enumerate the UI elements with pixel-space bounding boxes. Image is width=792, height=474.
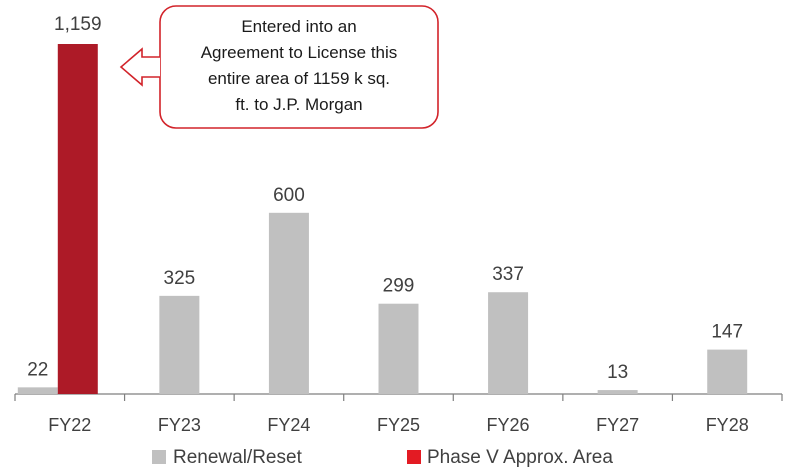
bar-phase-v-fy22 bbox=[57, 44, 98, 394]
legend-label-renewal: Renewal/Reset bbox=[173, 447, 303, 468]
bars-layer bbox=[17, 44, 748, 394]
bar-renewal-fy22 bbox=[17, 387, 58, 394]
callout-line: Entered into an bbox=[241, 17, 357, 36]
legend-swatch-renewal bbox=[152, 450, 166, 464]
bar-renewal-fy27 bbox=[597, 390, 638, 394]
value-label-fy26: 337 bbox=[492, 264, 524, 285]
category-label-fy24: FY24 bbox=[267, 415, 310, 435]
legend-swatch-phase-v bbox=[407, 450, 421, 464]
value-labels-layer: 22 1,159 325 600 299 337 13 147 bbox=[27, 14, 743, 383]
value-label-phase-v: 1,159 bbox=[54, 14, 102, 35]
bar-renewal-fy25 bbox=[378, 303, 419, 394]
category-label-fy23: FY23 bbox=[158, 415, 201, 435]
legend-label-phase-v: Phase V Approx. Area bbox=[427, 447, 613, 468]
axis-layer bbox=[14, 393, 783, 401]
bar-renewal-fy26 bbox=[488, 292, 529, 394]
value-label-fy24: 600 bbox=[273, 185, 305, 206]
callout-line: entire area of 1159 k sq. bbox=[207, 69, 391, 88]
category-label-fy26: FY26 bbox=[487, 415, 530, 435]
category-label-fy27: FY27 bbox=[596, 415, 639, 435]
value-label-fy23: 325 bbox=[164, 268, 196, 289]
bar-renewal-fy28 bbox=[707, 349, 748, 394]
callout-arrow-icon bbox=[119, 47, 160, 87]
callout-text: Entered into an Agreement to License thi… bbox=[162, 14, 436, 118]
category-ticks-layer: FY22 FY23 FY24 FY25 FY26 FY27 FY28 bbox=[48, 415, 748, 435]
value-label-fy22: 22 bbox=[27, 359, 48, 380]
bar-renewal-fy24 bbox=[268, 212, 309, 394]
category-label-fy25: FY25 bbox=[377, 415, 420, 435]
callout-line: ft. to J.P. Morgan bbox=[235, 95, 363, 114]
callout-line: Agreement to License this bbox=[200, 43, 398, 62]
legend: Renewal/Reset Phase V Approx. Area bbox=[152, 447, 613, 468]
value-label-fy27: 13 bbox=[607, 362, 628, 383]
value-label-fy25: 299 bbox=[383, 276, 415, 297]
bar-renewal-fy23 bbox=[159, 295, 200, 394]
category-label-fy22: FY22 bbox=[48, 415, 91, 435]
value-label-fy28: 147 bbox=[711, 322, 743, 343]
category-label-fy28: FY28 bbox=[706, 415, 749, 435]
